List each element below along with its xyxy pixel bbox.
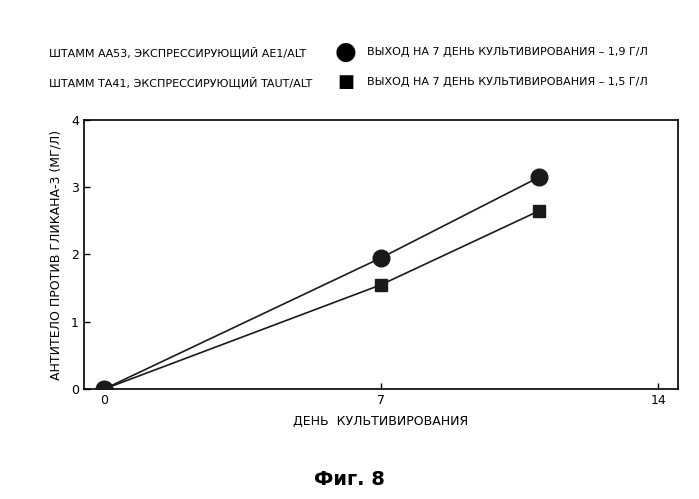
Text: ШТАММ АА53, ЭКСПРЕССИРУЮЩИЙ АЕ1/ALT: ШТАММ АА53, ЭКСПРЕССИРУЮЩИЙ АЕ1/ALT <box>49 46 306 58</box>
Y-axis label: АНТИТЕЛО ПРОТИВ ГЛИКАНА-3 (МГ/Л): АНТИТЕЛО ПРОТИВ ГЛИКАНА-3 (МГ/Л) <box>50 129 63 380</box>
Text: ВЫХОД НА 7 ДЕНЬ КУЛЬТИВИРОВАНИЯ – 1,5 Г/Л: ВЫХОД НА 7 ДЕНЬ КУЛЬТИВИРОВАНИЯ – 1,5 Г/… <box>367 77 648 87</box>
Text: ■: ■ <box>338 73 354 91</box>
Text: ●: ● <box>335 40 357 64</box>
Text: Фиг. 8: Фиг. 8 <box>314 470 385 489</box>
X-axis label: ДЕНЬ  КУЛЬТИВИРОВАНИЯ: ДЕНЬ КУЛЬТИВИРОВАНИЯ <box>294 415 468 429</box>
Text: ШТАММ ТА41, ЭКСПРЕССИРУЮЩИЙ TAUT/ALT: ШТАММ ТА41, ЭКСПРЕССИРУЮЩИЙ TAUT/ALT <box>49 76 312 88</box>
Text: ВЫХОД НА 7 ДЕНЬ КУЛЬТИВИРОВАНИЯ – 1,9 Г/Л: ВЫХОД НА 7 ДЕНЬ КУЛЬТИВИРОВАНИЯ – 1,9 Г/… <box>367 47 648 57</box>
